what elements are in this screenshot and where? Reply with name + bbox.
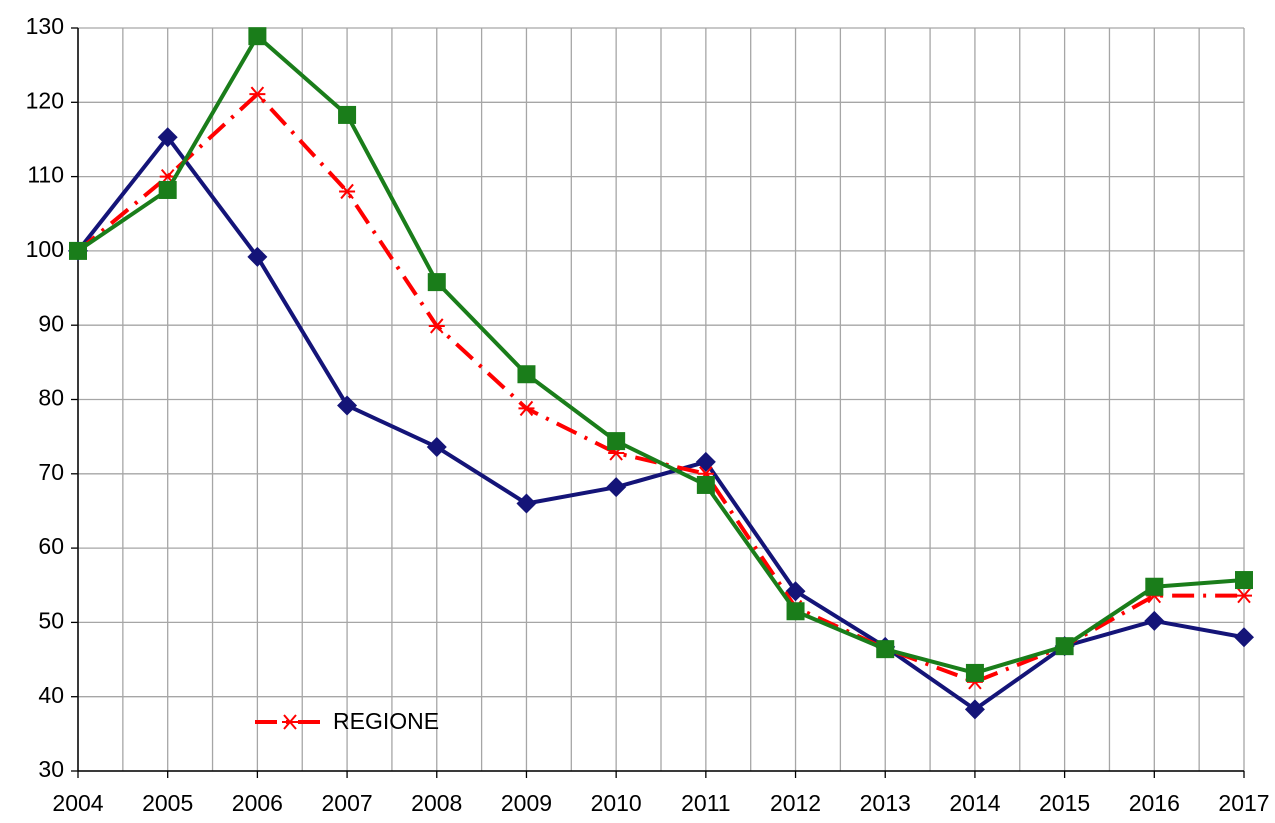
- x-tick-label: 2015: [1039, 790, 1090, 816]
- series-line: [76, 135, 1245, 712]
- marker: [1236, 588, 1252, 604]
- marker: [965, 663, 984, 682]
- x-tick-label: 2004: [52, 790, 103, 816]
- marker: [427, 273, 446, 292]
- marker: [1234, 627, 1254, 648]
- marker: [337, 395, 358, 416]
- y-tick-label: 100: [26, 236, 64, 262]
- marker: [1145, 577, 1164, 596]
- x-tick-label: 2013: [860, 790, 911, 816]
- legend-marker: [282, 714, 298, 730]
- x-tick-label: 2016: [1129, 790, 1180, 816]
- marker: [517, 365, 536, 384]
- marker: [786, 602, 805, 621]
- marker: [428, 318, 445, 334]
- y-tick-label: 80: [38, 385, 64, 411]
- marker: [696, 475, 715, 494]
- y-tick-label: 30: [38, 756, 64, 782]
- marker: [247, 246, 268, 267]
- x-tick-label: 2017: [1218, 790, 1269, 816]
- marker: [606, 477, 627, 498]
- marker: [785, 581, 806, 602]
- marker: [516, 493, 537, 514]
- marker: [158, 180, 177, 199]
- series-line: [76, 92, 1244, 684]
- series-line: [76, 34, 1245, 675]
- x-tick-label: 2007: [321, 790, 372, 816]
- y-tick-label: 110: [27, 162, 64, 188]
- x-tick-label: 2009: [501, 790, 552, 816]
- x-tick-label: 2008: [411, 790, 462, 816]
- marker: [1144, 610, 1165, 631]
- marker: [426, 437, 447, 458]
- marker: [338, 105, 357, 124]
- y-tick-label: 40: [38, 682, 64, 708]
- marker: [518, 400, 535, 417]
- marker: [157, 127, 178, 148]
- legend-label: REGIONE: [333, 708, 439, 734]
- x-tick-label: 2014: [949, 790, 1000, 816]
- x-tick-label: 2012: [770, 790, 821, 816]
- marker: [69, 241, 87, 260]
- y-tick-label: 70: [38, 459, 64, 485]
- marker: [607, 432, 626, 451]
- marker: [248, 27, 267, 46]
- marker: [249, 86, 266, 102]
- x-tick-label: 2006: [232, 790, 283, 816]
- x-tick-label: 2010: [591, 790, 642, 816]
- y-tick-label: 130: [26, 13, 64, 39]
- y-tick-label: 120: [26, 87, 64, 113]
- y-tick-label: 90: [38, 310, 64, 336]
- marker: [339, 183, 356, 200]
- marker: [1055, 637, 1074, 656]
- y-tick-label: 50: [38, 607, 64, 633]
- marker: [876, 640, 895, 659]
- legend-item: REGIONE: [255, 708, 439, 734]
- x-tick-label: 2005: [142, 790, 193, 816]
- y-tick-label: 60: [38, 533, 64, 559]
- x-tick-label: 2011: [681, 790, 730, 816]
- marker: [1235, 571, 1253, 590]
- marker: [964, 699, 985, 720]
